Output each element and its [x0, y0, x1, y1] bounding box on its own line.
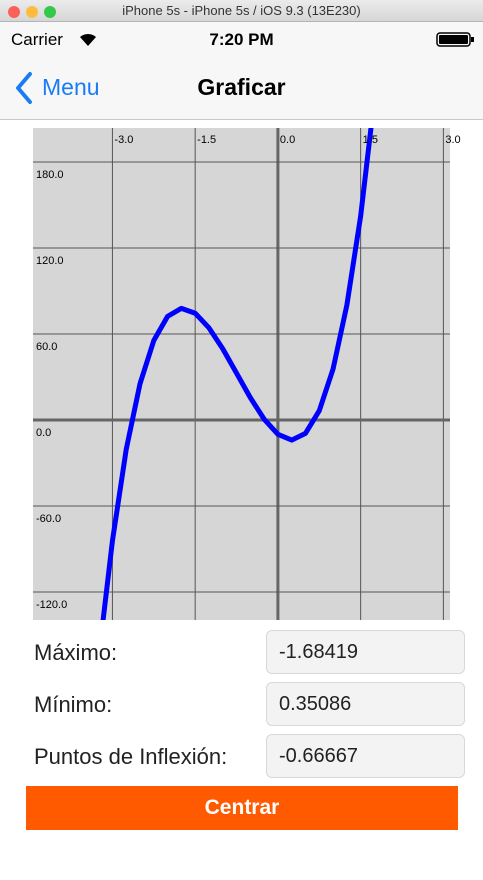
- close-button[interactable]: [8, 6, 20, 18]
- zoom-button[interactable]: [44, 6, 56, 18]
- graph: -3.0 -1.5 0.0 1.5 3.0 -120.0 -60.0 0.0 60.0 120.0…: [33, 128, 461, 620]
- clock: 7:20 PM: [209, 30, 274, 49]
- wifi-icon: [80, 33, 96, 46]
- x-tick-label: -1.5: [197, 134, 216, 146]
- navigation-bar: Menu Graficar: [0, 56, 483, 120]
- x-tick-label: 3.0: [445, 134, 460, 146]
- x-tick-label: 1.5: [363, 134, 378, 146]
- function-curve: [100, 128, 374, 620]
- window-title: iPhone 5s - iPhone 5s / iOS 9.3 (13E230): [122, 3, 361, 18]
- center-button[interactable]: Centrar: [26, 786, 458, 830]
- y-tick-label: 60.0: [36, 341, 57, 353]
- y-tick-label: -120.0: [36, 599, 67, 611]
- field-value[interactable]: -0.66667: [266, 734, 465, 778]
- result-row: Máximo: -1.68419: [0, 630, 483, 674]
- minimize-button[interactable]: [26, 6, 38, 18]
- field-value[interactable]: 0.35086: [266, 682, 465, 726]
- status-bar: Carrier 7:20 PM: [0, 22, 483, 56]
- back-button[interactable]: Menu: [42, 74, 100, 100]
- result-row: Mínimo: 0.35086: [0, 682, 483, 726]
- result-row: Puntos de Inflexión: -0.66667: [0, 734, 483, 778]
- field-label: Puntos de Inflexión:: [34, 744, 228, 769]
- x-tick-label: 0.0: [280, 134, 295, 146]
- back-chevron[interactable]: [14, 72, 34, 104]
- field-label: Mínimo:: [34, 692, 113, 717]
- carrier: Carrier: [11, 30, 63, 49]
- nav-title: Graficar: [197, 74, 286, 100]
- y-tick-label: 180.0: [36, 169, 64, 181]
- y-tick-label: -60.0: [36, 513, 61, 525]
- plot-background: [33, 128, 450, 620]
- battery-icon: [436, 32, 474, 47]
- window-title-bar: iPhone 5s - iPhone 5s / iOS 9.3 (13E230): [0, 0, 483, 22]
- window-controls: [8, 5, 62, 23]
- field-value[interactable]: -1.68419: [266, 630, 465, 674]
- field-label: Máximo:: [34, 640, 118, 665]
- x-tick-label: -3.0: [114, 134, 133, 146]
- y-tick-label: 120.0: [36, 255, 64, 267]
- y-tick-label: 0.0: [36, 427, 51, 439]
